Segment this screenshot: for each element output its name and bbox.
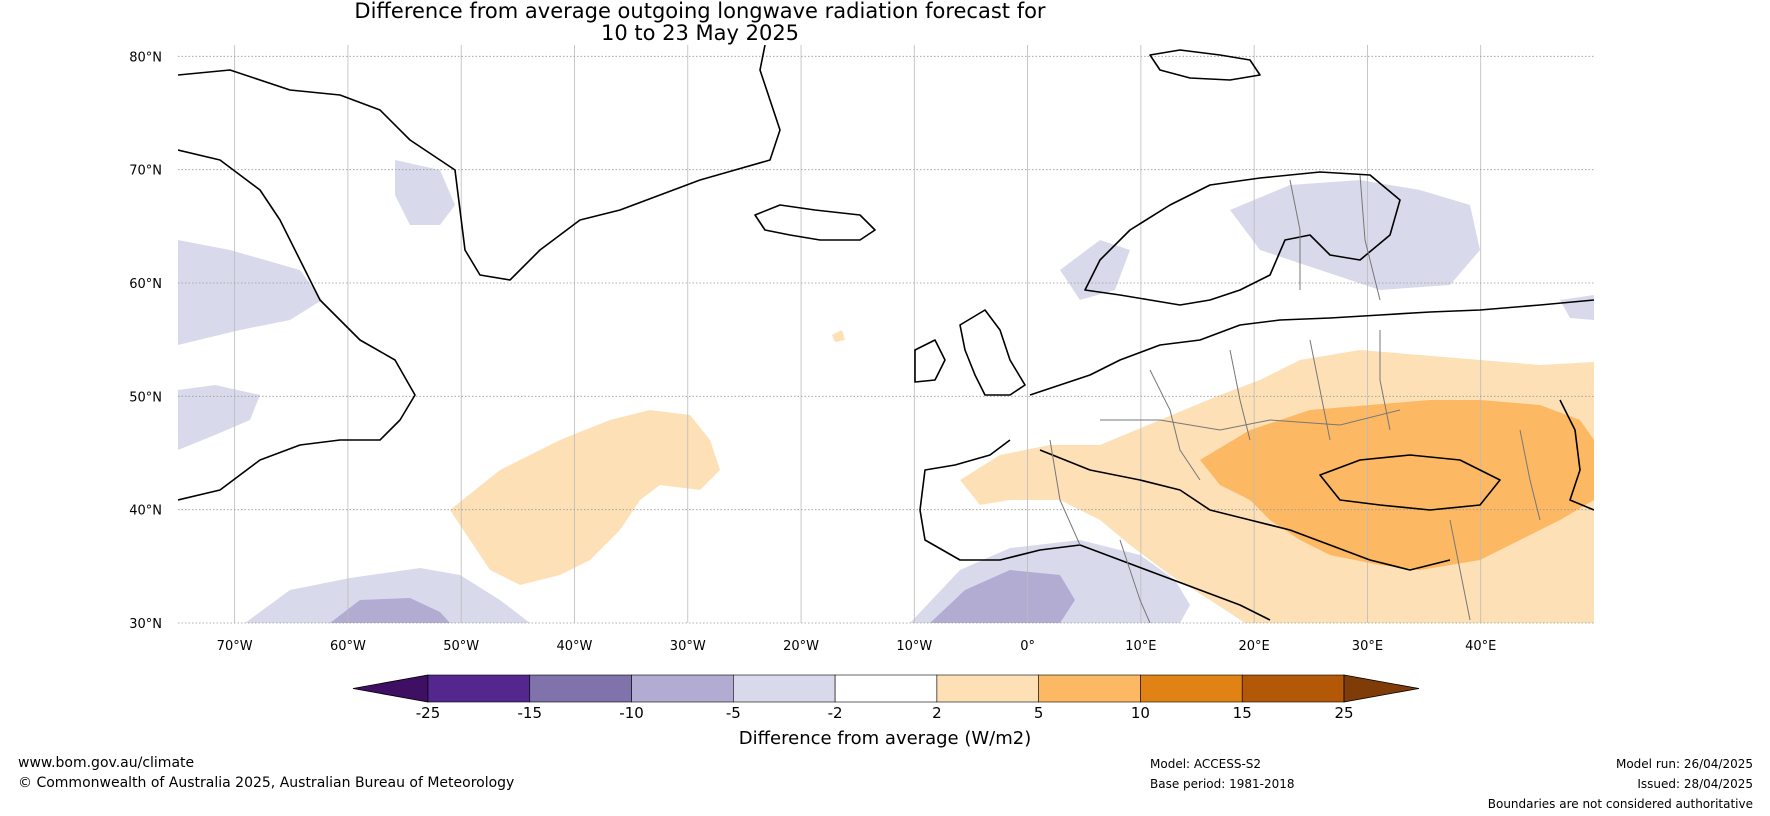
colorbar-tick-label: -25 <box>416 704 441 722</box>
anomaly-region-negative <box>1560 295 1594 320</box>
border-line <box>1289 179 1301 290</box>
colorbar-segment <box>1241 674 1345 703</box>
coastline-iceland <box>754 204 876 241</box>
border-line <box>1049 439 1081 546</box>
colorbar-segment <box>834 674 938 703</box>
latitude-label: 40°N <box>129 504 162 519</box>
website-link[interactable]: www.bom.gov.au/climate <box>18 755 195 771</box>
colorbar-tick-label: 10 <box>1131 704 1150 722</box>
longitude-label: 60°W <box>330 639 366 654</box>
coastline-mediterranean <box>1039 449 1451 571</box>
anomaly-region-negative <box>178 240 322 345</box>
coastline-ireland <box>914 339 946 383</box>
disclaimer-text: Boundaries are not considered authoritat… <box>1487 797 1753 811</box>
colorbar-segment <box>733 674 836 703</box>
latitude-labels: 80°N 70°N 60°N 50°N 40°N 30°N <box>129 50 162 632</box>
anomaly-region-negative <box>395 160 455 225</box>
coastlines <box>178 45 1594 621</box>
anomaly-region-negative <box>178 385 260 450</box>
coastline-iberia-africa <box>919 439 1271 621</box>
colorbar-tick-label: 5 <box>1034 704 1044 722</box>
colorbar-extend-low <box>352 674 429 703</box>
longitude-label: 40°E <box>1465 639 1496 654</box>
gridlines <box>178 45 1594 624</box>
latitude-label: 50°N <box>129 390 162 405</box>
longitude-label: 20°W <box>783 639 819 654</box>
border-line <box>1119 539 1151 623</box>
longitude-label: 20°E <box>1239 639 1270 654</box>
anomaly-layer <box>178 160 1594 623</box>
colorbar-segment <box>631 674 734 703</box>
colorbar-segment <box>529 674 632 703</box>
coastline-britain <box>959 309 1026 396</box>
model-text: Model: ACCESS-S2 <box>1150 757 1262 771</box>
border-line <box>1359 174 1381 301</box>
longitude-label: 10°E <box>1125 639 1156 654</box>
colorbar-tick-label: -15 <box>518 704 543 722</box>
latitude-label: 60°N <box>129 277 162 292</box>
longitude-label: 70°W <box>217 639 253 654</box>
longitude-label: 50°W <box>443 639 479 654</box>
border-line <box>1449 519 1471 621</box>
copyright-text: © Commonwealth of Australia 2025, Austra… <box>18 775 515 791</box>
title-line-1: Difference from average outgoing longwav… <box>354 0 1046 23</box>
coastline-black-sea <box>1319 454 1501 511</box>
border-line <box>1100 409 1401 431</box>
colorbar-tick-label: -2 <box>828 704 843 722</box>
colorbar-segment <box>427 674 531 703</box>
anomaly-region-negative-strong <box>330 598 450 623</box>
coastline-greenland <box>178 45 781 281</box>
colorbar-tick-label: 15 <box>1233 704 1252 722</box>
coastline-svalbard <box>1149 49 1261 81</box>
anomaly-region-positive-strong <box>1200 400 1594 570</box>
border-line <box>1379 330 1391 431</box>
coastline-europe <box>1029 299 1594 396</box>
coastline-caspian <box>1559 399 1594 511</box>
latitude-label: 30°N <box>129 617 162 632</box>
country-borders <box>1049 174 1541 623</box>
map-title: Difference from average outgoing longwav… <box>0 0 1400 44</box>
longitude-label: 10°W <box>896 639 932 654</box>
border-line <box>1229 349 1251 441</box>
latitude-label: 80°N <box>129 50 162 65</box>
longitude-label: 30°W <box>670 639 706 654</box>
colorbar-label: Difference from average (W/m2) <box>738 728 1032 749</box>
longitude-labels: 70°W 60°W 50°W 40°W 30°W 20°W 10°W 0° 10°E 20°E 30… <box>217 639 1497 654</box>
colorbar-tick-label: -10 <box>619 704 644 722</box>
border-line <box>1519 429 1541 521</box>
border-line <box>1149 369 1201 481</box>
longitude-label: 40°W <box>557 639 593 654</box>
border-line <box>1309 339 1331 441</box>
coastline-scandinavia <box>1084 171 1401 306</box>
title-line-2: 10 to 23 May 2025 <box>600 21 800 45</box>
colorbar-extend-high <box>1343 674 1420 703</box>
colorbar-segment <box>1140 674 1243 703</box>
colorbar-tick-label: 25 <box>1334 704 1353 722</box>
base-period-text: Base period: 1981-2018 <box>1150 777 1295 791</box>
colorbar-segment <box>1038 674 1141 703</box>
anomaly-region-negative-strong <box>930 570 1075 623</box>
anomaly-region-negative <box>1230 180 1480 290</box>
model-run-text: Model run: 26/04/2025 <box>1615 757 1753 771</box>
colorbar-segment <box>936 674 1039 703</box>
anomaly-region-positive <box>832 330 845 342</box>
anomaly-region-positive <box>450 410 720 585</box>
issued-text: Issued: 28/04/2025 <box>1637 777 1753 791</box>
colorbar-tick-label: 2 <box>932 704 942 722</box>
coastline-canada <box>178 149 416 501</box>
longitude-label: 30°E <box>1352 639 1383 654</box>
longitude-label: 0° <box>1020 639 1035 654</box>
latitude-label: 70°N <box>129 164 162 179</box>
colorbar: -25 -15 -10 -5 -2 2 5 10 15 25 <box>352 674 1420 722</box>
colorbar-tick-label: -5 <box>726 704 741 722</box>
anomaly-region-negative <box>245 568 530 623</box>
